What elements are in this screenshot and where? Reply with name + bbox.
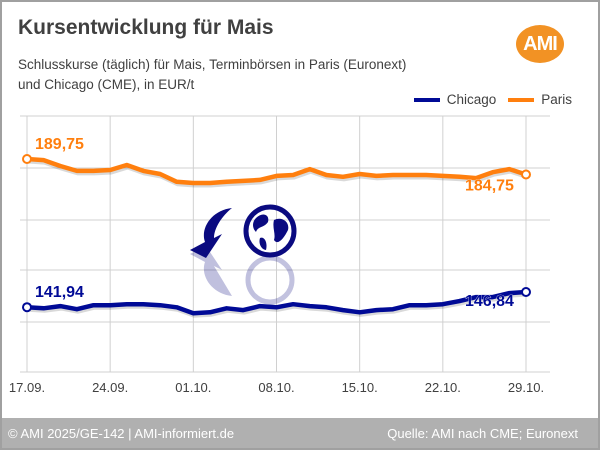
legend-swatch-chicago (413, 97, 440, 102)
x-tick-label: 22.10. (425, 380, 461, 395)
line-chart: 17.09. 24.09. 01.10. 08.10. 15.10. 22.10. 29.1… (9, 115, 550, 395)
footer-copyright: © AMI 2025/GE-142 | AMI-informiert.de (8, 426, 235, 441)
legend-item-chicago: Chicago (413, 92, 497, 107)
legend-item-paris: Paris (508, 92, 572, 107)
start-marker-chicago (22, 302, 32, 313)
data-labels: 141,94 146,84 189,75 184,75 (35, 136, 514, 310)
end-label-paris: 184,75 (465, 178, 514, 195)
legend-swatch-paris (508, 97, 535, 102)
globe-arrow-icon (190, 204, 297, 305)
series-shadow-paris (27, 158, 528, 188)
subtitle-line-1: Schlusskurse (täglich) für Mais, Terminb… (18, 57, 407, 72)
chart-legend: Chicago Paris (408, 92, 572, 107)
x-tick-label: 24.09. (92, 380, 128, 395)
start-label-paris: 189,75 (35, 136, 84, 153)
start-label-chicago: 141,94 (35, 284, 84, 301)
end-label-chicago: 146,84 (465, 293, 514, 310)
legend-label-chicago: Chicago (446, 92, 497, 107)
chart-subtitle: Schlusskurse (täglich) für Mais, Terminb… (18, 55, 488, 95)
chart-title: Kursentwicklung für Mais (18, 16, 274, 39)
footer-bar: © AMI 2025/GE-142 | AMI-informiert.de Qu… (2, 418, 598, 448)
series-layer (22, 154, 531, 318)
subtitle-line-2: und Chicago (CME), in EUR/t (18, 77, 195, 92)
x-tick-labels: 17.09. 24.09. 01.10. 08.10. 15.10. 22.10. 29.1… (9, 380, 544, 395)
end-marker-paris (521, 169, 531, 180)
series-line-chicago (26, 289, 527, 316)
footer-source: Quelle: AMI nach CME; Euronext (387, 426, 578, 441)
x-tick-label: 01.10. (175, 380, 211, 395)
x-tick-label: 08.10. (258, 380, 294, 395)
x-tick-label: 29.10. (508, 380, 544, 395)
end-marker-chicago (521, 287, 531, 298)
start-marker-paris (22, 154, 32, 164)
x-tick-label: 17.09. (9, 380, 45, 395)
legend-label-paris: Paris (541, 92, 572, 107)
ami-logo: AMI (516, 25, 564, 63)
x-tick-label: 15.10. (342, 380, 378, 395)
series-line-paris (26, 156, 527, 186)
chart-grid (20, 115, 550, 373)
